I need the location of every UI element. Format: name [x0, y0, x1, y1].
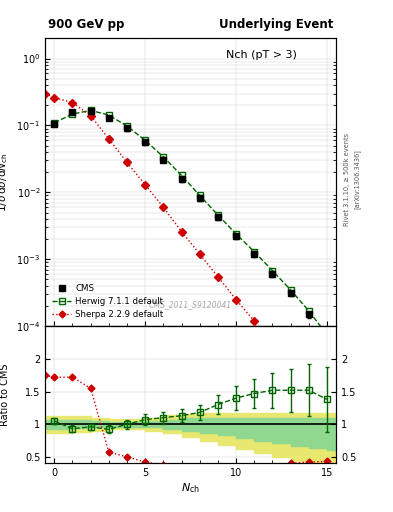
- Text: Nch (pT > 3): Nch (pT > 3): [226, 50, 296, 60]
- Text: CMS_2011_S9120041: CMS_2011_S9120041: [149, 300, 232, 309]
- X-axis label: $N_\mathrm{ch}$: $N_\mathrm{ch}$: [181, 481, 200, 495]
- Text: 900 GeV pp: 900 GeV pp: [48, 18, 125, 31]
- Text: Rivet 3.1.10, ≥ 500k events: Rivet 3.1.10, ≥ 500k events: [344, 133, 350, 226]
- Text: [arXiv:1306.3436]: [arXiv:1306.3436]: [354, 150, 360, 209]
- Y-axis label: Ratio to CMS: Ratio to CMS: [0, 364, 10, 426]
- Legend: CMS, Herwig 7.1.1 default, Sherpa 2.2.9 default: CMS, Herwig 7.1.1 default, Sherpa 2.2.9 …: [50, 281, 166, 322]
- Y-axis label: $1/\sigma\,\mathrm{d}\sigma/\mathrm{d}N_\mathrm{ch}$: $1/\sigma\,\mathrm{d}\sigma/\mathrm{d}N_…: [0, 153, 10, 212]
- Text: Underlying Event: Underlying Event: [219, 18, 333, 31]
